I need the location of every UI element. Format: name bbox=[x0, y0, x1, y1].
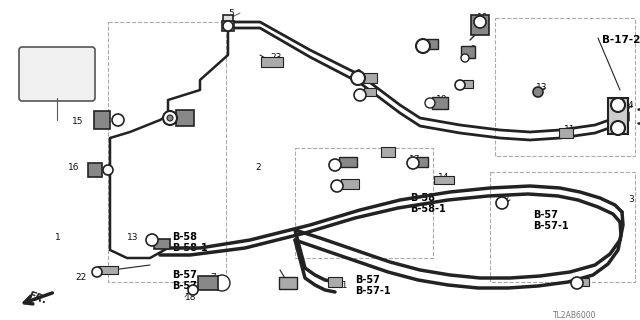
Text: 13: 13 bbox=[127, 234, 138, 243]
Text: 4: 4 bbox=[628, 100, 634, 109]
Circle shape bbox=[331, 180, 343, 192]
Text: 13: 13 bbox=[355, 89, 367, 98]
Text: 19: 19 bbox=[477, 13, 488, 22]
Circle shape bbox=[188, 285, 198, 295]
Bar bbox=[495, 18, 635, 156]
Bar bbox=[154, 239, 170, 249]
Bar bbox=[339, 157, 357, 167]
Bar bbox=[363, 73, 377, 83]
Bar bbox=[295, 148, 433, 258]
Bar bbox=[461, 46, 475, 58]
Text: 16: 16 bbox=[68, 164, 79, 172]
Text: 8: 8 bbox=[178, 116, 184, 124]
Circle shape bbox=[354, 89, 366, 101]
Circle shape bbox=[571, 277, 583, 289]
Text: B-58-1: B-58-1 bbox=[172, 243, 208, 253]
Circle shape bbox=[407, 157, 419, 169]
Text: 13: 13 bbox=[536, 84, 547, 92]
Text: 1: 1 bbox=[55, 234, 61, 243]
Text: FR.: FR. bbox=[28, 290, 49, 306]
Bar bbox=[559, 128, 573, 138]
Text: B-57-1: B-57-1 bbox=[533, 221, 568, 231]
Circle shape bbox=[474, 16, 486, 28]
Bar bbox=[261, 57, 283, 67]
Text: TL2AB6000: TL2AB6000 bbox=[553, 311, 596, 320]
Text: 20: 20 bbox=[461, 81, 472, 90]
Bar bbox=[88, 163, 102, 177]
Text: 3: 3 bbox=[628, 196, 634, 204]
Bar bbox=[223, 15, 233, 29]
Text: B-57: B-57 bbox=[355, 275, 380, 285]
Text: 21: 21 bbox=[574, 279, 586, 289]
Circle shape bbox=[167, 115, 173, 121]
Bar bbox=[416, 157, 428, 167]
Circle shape bbox=[214, 275, 230, 291]
Text: 11: 11 bbox=[337, 281, 349, 290]
Text: B-57: B-57 bbox=[172, 270, 197, 280]
Bar bbox=[108, 22, 226, 282]
Text: 23: 23 bbox=[283, 283, 294, 292]
Circle shape bbox=[351, 71, 365, 85]
Circle shape bbox=[533, 87, 543, 97]
Text: 10: 10 bbox=[436, 95, 447, 105]
Circle shape bbox=[329, 159, 341, 171]
Circle shape bbox=[112, 114, 124, 126]
Bar bbox=[279, 277, 297, 289]
Circle shape bbox=[611, 121, 625, 135]
Bar bbox=[94, 111, 110, 129]
Text: 23: 23 bbox=[270, 53, 282, 62]
Text: B-17-20: B-17-20 bbox=[602, 35, 640, 45]
Text: B-58-1: B-58-1 bbox=[410, 204, 445, 214]
Circle shape bbox=[611, 98, 625, 112]
Text: 12: 12 bbox=[499, 196, 510, 204]
Text: B-57: B-57 bbox=[533, 210, 558, 220]
Circle shape bbox=[496, 197, 508, 209]
Bar bbox=[341, 179, 359, 189]
Bar bbox=[328, 277, 342, 287]
Text: 2: 2 bbox=[255, 164, 260, 172]
Text: 17: 17 bbox=[409, 156, 420, 164]
Bar bbox=[490, 172, 635, 282]
Text: 15: 15 bbox=[72, 117, 83, 126]
Bar bbox=[432, 97, 448, 109]
Text: B-57-1: B-57-1 bbox=[355, 286, 390, 296]
Text: 5: 5 bbox=[228, 9, 234, 18]
Circle shape bbox=[455, 80, 465, 90]
Text: 11: 11 bbox=[385, 148, 397, 157]
Circle shape bbox=[416, 39, 430, 53]
Circle shape bbox=[103, 165, 113, 175]
Text: 9: 9 bbox=[355, 68, 361, 77]
Bar bbox=[608, 98, 628, 134]
Text: B-58: B-58 bbox=[410, 193, 435, 203]
Text: 22: 22 bbox=[75, 274, 86, 283]
Text: 6: 6 bbox=[469, 45, 475, 54]
Bar bbox=[98, 266, 118, 274]
FancyBboxPatch shape bbox=[19, 47, 95, 101]
Bar bbox=[198, 276, 218, 290]
Text: 14: 14 bbox=[438, 173, 449, 182]
Text: 17: 17 bbox=[420, 38, 431, 47]
Text: 22: 22 bbox=[330, 183, 341, 193]
Text: B-58: B-58 bbox=[172, 232, 197, 242]
Text: 11: 11 bbox=[564, 125, 575, 134]
Circle shape bbox=[146, 234, 158, 246]
Text: B-57-1: B-57-1 bbox=[172, 281, 207, 291]
Bar bbox=[471, 15, 489, 35]
Bar bbox=[463, 80, 473, 88]
Bar bbox=[364, 88, 376, 96]
Bar bbox=[222, 21, 234, 31]
Circle shape bbox=[223, 21, 233, 31]
Bar bbox=[426, 39, 438, 49]
Circle shape bbox=[425, 98, 435, 108]
Circle shape bbox=[92, 267, 102, 277]
Circle shape bbox=[163, 111, 177, 125]
Text: 7: 7 bbox=[210, 273, 216, 282]
Bar bbox=[176, 110, 194, 126]
Bar bbox=[434, 176, 454, 184]
Text: 18: 18 bbox=[185, 292, 196, 301]
Text: 12: 12 bbox=[330, 162, 341, 171]
Bar bbox=[577, 278, 589, 286]
Bar bbox=[381, 147, 395, 157]
Circle shape bbox=[461, 54, 469, 62]
